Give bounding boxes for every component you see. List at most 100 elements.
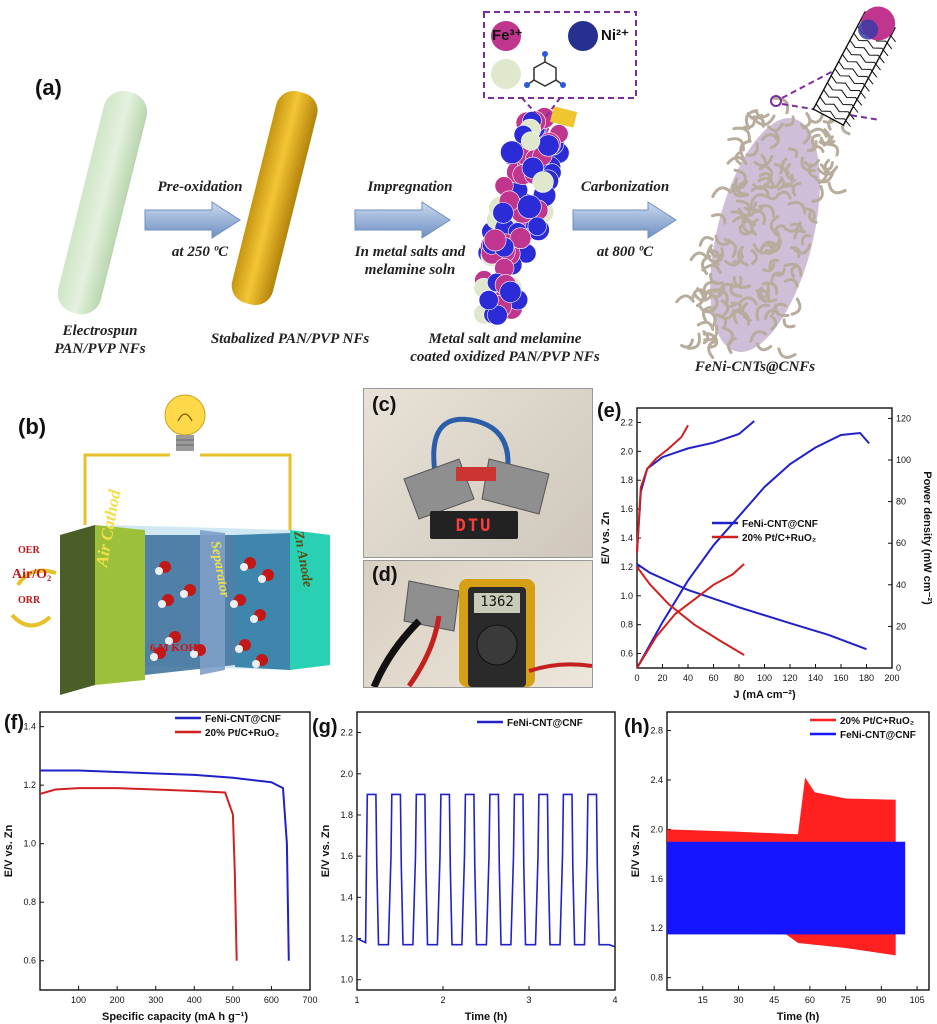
chart-f: 100 200 300 400 500 600 700 0.6 0.8 1.0 1.2 1.4 Spec… bbox=[3, 711, 318, 1023]
e-y-tick-label: 1.2 bbox=[620, 562, 633, 572]
water-molecule-h bbox=[190, 650, 198, 658]
step2-label: Impregnation bbox=[367, 179, 453, 195]
water-molecule-h bbox=[158, 600, 166, 608]
nanotube-strand bbox=[700, 254, 712, 276]
caption-cnt-cnf: FeNi-CNTs@CNFs bbox=[694, 359, 816, 375]
air-cathode bbox=[95, 525, 145, 685]
water-molecule-h bbox=[155, 567, 163, 575]
g-legend-label: FeNi-CNT@CNF bbox=[507, 718, 583, 729]
e-x-tick-label: 140 bbox=[808, 673, 823, 683]
nanotube-strand bbox=[757, 176, 775, 188]
panel-h-label: (h) bbox=[624, 716, 650, 738]
e-charge-curve-0 bbox=[636, 420, 755, 553]
g-x-axis-label: Time (h) bbox=[465, 1011, 508, 1023]
chart-h: 15 30 45 60 75 90 105 0.8 1.2 1.6 2.0 2.4 2.8 Time (h… bbox=[630, 711, 930, 1023]
h-x-tick-label: 15 bbox=[698, 995, 708, 1005]
nanotube-strand bbox=[783, 221, 802, 233]
h-x-tick-label: 30 bbox=[733, 995, 743, 1005]
coating-sphere bbox=[487, 304, 508, 326]
coating-sphere bbox=[492, 202, 514, 224]
nanotube-strand bbox=[817, 165, 839, 176]
coating-sphere bbox=[517, 194, 542, 219]
e-y-tick-label: 0.6 bbox=[620, 649, 633, 659]
h-x-tick-label: 75 bbox=[841, 995, 851, 1005]
nanotube-strand bbox=[773, 162, 784, 175]
h-feni-band bbox=[667, 841, 906, 935]
fe-ion-icon bbox=[491, 21, 521, 51]
nanotube-strand bbox=[753, 154, 774, 168]
light-bulb-icon bbox=[164, 394, 206, 451]
water-molecule-h bbox=[150, 653, 158, 661]
g-y-tick-label: 1.0 bbox=[340, 975, 353, 985]
nanotube-strand bbox=[727, 137, 745, 152]
nanotube-strand bbox=[720, 299, 730, 316]
h-y-tick-label: 2.4 bbox=[650, 775, 663, 785]
nanotube-strand bbox=[783, 277, 799, 288]
e-x-tick-label: 100 bbox=[757, 673, 772, 683]
nanotube-strand bbox=[749, 193, 769, 208]
nanotube-strand bbox=[731, 184, 748, 198]
nanotube-strand bbox=[765, 192, 780, 201]
stabilized-fiber bbox=[231, 90, 318, 306]
nanotube-strand bbox=[790, 245, 801, 258]
coating-sphere bbox=[499, 280, 522, 303]
f-x-axis-label: Specific capacity (mA h g⁻¹) bbox=[102, 1011, 248, 1023]
nanotube-strand bbox=[711, 288, 729, 305]
process-arrow-3 bbox=[572, 201, 677, 239]
nanotube-strand bbox=[822, 161, 834, 171]
chart-g: 1 2 3 4 1.0 1.2 1.4 1.6 1.8 2.0 2.2 Time (h) E/V vs.… bbox=[320, 711, 618, 1023]
coating-sphere bbox=[478, 290, 499, 311]
caption-coated: Metal salt and melamine bbox=[428, 331, 582, 347]
e-x-tick-label: 60 bbox=[708, 673, 718, 683]
f-x-tick-label: 700 bbox=[302, 995, 317, 1005]
e-x-tick-label: 180 bbox=[859, 673, 874, 683]
nanotube-strand bbox=[800, 123, 811, 145]
nanotube-strand bbox=[788, 147, 799, 159]
nanotube-strand bbox=[717, 282, 736, 295]
tube-hex-row bbox=[819, 96, 855, 120]
e-x-tick-label: 160 bbox=[833, 673, 848, 683]
nanotube-strand bbox=[770, 271, 785, 284]
step2-condition-2: melamine soln bbox=[364, 262, 456, 278]
f-y-tick-label: 0.8 bbox=[23, 897, 36, 907]
nanotube-strand bbox=[806, 139, 818, 153]
e-y2-tick-label: 120 bbox=[896, 413, 911, 423]
h-y-tick-label: 2.8 bbox=[650, 726, 663, 736]
f-x-tick-label: 200 bbox=[110, 995, 125, 1005]
nanotube-strand bbox=[758, 154, 768, 171]
nanotube-strand bbox=[755, 288, 770, 302]
nanotube-strand bbox=[769, 129, 780, 150]
g-y-tick-label: 1.8 bbox=[340, 810, 353, 820]
nanotube-strand bbox=[709, 336, 719, 349]
nanotube-strand bbox=[737, 180, 749, 197]
water-molecule-h bbox=[235, 645, 243, 653]
nanotube-strand bbox=[771, 302, 788, 316]
water-molecule-h bbox=[250, 615, 258, 623]
h-legend-label: 20% Pt/C+RuO₂ bbox=[840, 716, 914, 727]
process-arrow-2 bbox=[354, 201, 451, 239]
panel-c-label: (c) bbox=[372, 394, 397, 416]
nanotube-strand bbox=[782, 318, 796, 329]
tube-hex-row bbox=[838, 61, 874, 85]
e-y2-tick-label: 20 bbox=[896, 621, 906, 631]
nanotube-strand bbox=[738, 225, 750, 236]
nanotube-strand bbox=[827, 181, 847, 195]
photo-panel-d: 1362 bbox=[363, 560, 593, 689]
h-legend-label: FeNi-CNT@CNF bbox=[840, 730, 916, 741]
tube-hex-row bbox=[834, 68, 870, 92]
g-x-tick-label: 3 bbox=[526, 995, 531, 1005]
nanotube-strand bbox=[807, 209, 818, 224]
fiber-core-tip bbox=[550, 106, 578, 128]
e-discharge-curve-1 bbox=[636, 566, 745, 656]
h-y-tick-label: 1.6 bbox=[650, 874, 663, 884]
e-y-tick-label: 2.0 bbox=[620, 446, 633, 456]
nanotube-strand bbox=[732, 249, 744, 264]
panel-f-label: (f) bbox=[4, 712, 24, 734]
coating-sphere bbox=[527, 216, 547, 236]
nanotube-strand bbox=[698, 305, 716, 314]
h-y-tick-label: 0.8 bbox=[650, 973, 663, 983]
e-y2-tick-label: 60 bbox=[896, 538, 906, 548]
nanotube-strand bbox=[768, 230, 781, 248]
coating-sphere bbox=[537, 134, 560, 157]
h-y-axis-label: E/V vs. Zn bbox=[630, 824, 642, 877]
